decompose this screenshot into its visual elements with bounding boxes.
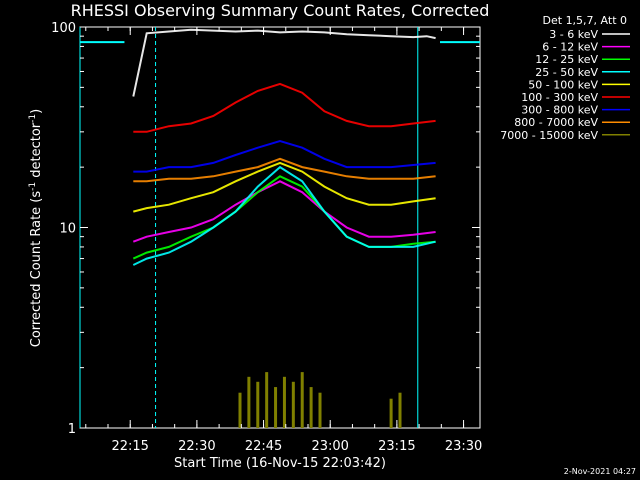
axes: 1 10 100 22:15 22:30 22:45 23:00 23:15 23:30 <box>51 21 482 454</box>
legend-label: 12 - 25 keV <box>535 53 598 66</box>
legend-label: 800 - 7000 keV <box>514 116 598 129</box>
y-tick-label: 10 <box>59 222 76 237</box>
series-line-4 <box>133 161 436 213</box>
time-markers <box>79 27 480 428</box>
series-line-7 <box>133 157 436 183</box>
x-tick-label: 23:00 <box>311 439 348 454</box>
legend-label: 6 - 12 keV <box>542 41 598 54</box>
x-tick-label: 22:15 <box>111 439 148 454</box>
series-line-6 <box>133 139 436 173</box>
plot-timestamp: 2-Nov-2021 04:27 <box>564 467 636 476</box>
y-tick-label: 100 <box>51 21 76 36</box>
legend-label: 100 - 300 keV <box>521 91 598 104</box>
x-tick-label: 23:30 <box>445 439 482 454</box>
x-tick-label: 23:15 <box>378 439 415 454</box>
series-line-5 <box>133 82 436 133</box>
y-axis-label: Corrected Count Rate (s-1 detector-1) <box>28 109 44 347</box>
y-tick-label: 1 <box>68 422 76 437</box>
plot-frame <box>79 26 481 429</box>
legend-label: 3 - 6 keV <box>549 28 598 41</box>
legend-label: 300 - 800 keV <box>521 104 598 117</box>
legend-label: 25 - 50 keV <box>535 66 598 79</box>
series-layer <box>132 28 436 428</box>
legend-header: Det 1,5,7, Att 0 <box>543 14 627 27</box>
legend-label: 50 - 100 keV <box>528 78 598 91</box>
x-tick-label: 22:30 <box>178 439 215 454</box>
x-axis-label: Start Time (16-Nov-15 22:03:42) <box>174 456 386 471</box>
chart-title: RHESSI Observing Summary Count Rates, Co… <box>71 1 490 20</box>
legend-label: 7000 - 15000 keV <box>500 129 598 142</box>
series-line-0 <box>132 28 436 97</box>
series-line-1 <box>132 180 436 243</box>
x-tick-label: 22:45 <box>245 439 282 454</box>
series-line-3 <box>132 165 436 266</box>
